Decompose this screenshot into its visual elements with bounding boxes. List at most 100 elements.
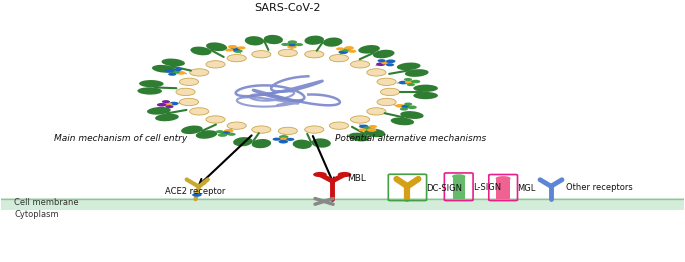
Circle shape bbox=[224, 129, 234, 133]
Text: Potential alternative mechanisms: Potential alternative mechanisms bbox=[335, 134, 486, 143]
Circle shape bbox=[288, 43, 297, 46]
Ellipse shape bbox=[364, 128, 385, 137]
Circle shape bbox=[179, 78, 199, 85]
Circle shape bbox=[313, 172, 327, 177]
Circle shape bbox=[404, 102, 412, 106]
Circle shape bbox=[230, 47, 240, 51]
Circle shape bbox=[176, 71, 186, 75]
Text: DC-SIGN: DC-SIGN bbox=[427, 184, 462, 193]
Circle shape bbox=[206, 61, 225, 68]
Ellipse shape bbox=[147, 107, 171, 115]
Circle shape bbox=[169, 102, 179, 105]
Circle shape bbox=[369, 125, 377, 128]
Circle shape bbox=[399, 81, 408, 84]
Circle shape bbox=[176, 88, 195, 96]
Ellipse shape bbox=[304, 36, 324, 45]
Circle shape bbox=[278, 127, 297, 135]
Circle shape bbox=[179, 98, 199, 106]
Circle shape bbox=[174, 68, 182, 71]
Circle shape bbox=[197, 57, 378, 127]
Circle shape bbox=[329, 122, 349, 129]
Ellipse shape bbox=[138, 87, 162, 95]
Circle shape bbox=[377, 59, 386, 62]
Ellipse shape bbox=[413, 85, 438, 92]
Circle shape bbox=[165, 105, 173, 108]
Circle shape bbox=[386, 59, 395, 63]
Circle shape bbox=[227, 133, 236, 136]
Circle shape bbox=[345, 46, 354, 50]
Ellipse shape bbox=[405, 69, 429, 77]
Circle shape bbox=[377, 78, 396, 85]
Circle shape bbox=[411, 80, 421, 83]
Circle shape bbox=[395, 104, 405, 108]
Bar bbox=[497, 178, 510, 199]
Circle shape bbox=[190, 108, 209, 115]
Bar bbox=[453, 176, 465, 199]
Circle shape bbox=[163, 102, 173, 106]
Ellipse shape bbox=[312, 138, 331, 148]
Ellipse shape bbox=[390, 117, 414, 125]
Ellipse shape bbox=[452, 174, 466, 178]
Circle shape bbox=[279, 140, 288, 144]
Ellipse shape bbox=[251, 139, 271, 148]
Circle shape bbox=[407, 83, 415, 86]
Circle shape bbox=[227, 54, 246, 62]
Circle shape bbox=[252, 126, 271, 133]
Circle shape bbox=[273, 138, 281, 141]
Text: ACE2 receptor: ACE2 receptor bbox=[165, 187, 225, 196]
Circle shape bbox=[216, 130, 224, 133]
Text: MGL: MGL bbox=[516, 184, 535, 193]
Circle shape bbox=[218, 133, 227, 137]
Ellipse shape bbox=[349, 133, 370, 141]
Circle shape bbox=[305, 51, 324, 58]
Circle shape bbox=[377, 98, 396, 106]
Ellipse shape bbox=[413, 92, 438, 99]
Circle shape bbox=[192, 193, 201, 197]
Circle shape bbox=[238, 46, 245, 50]
Circle shape bbox=[227, 122, 246, 129]
Circle shape bbox=[329, 54, 349, 62]
Ellipse shape bbox=[323, 37, 342, 47]
Circle shape bbox=[341, 48, 351, 52]
Circle shape bbox=[338, 50, 348, 54]
Ellipse shape bbox=[152, 65, 175, 73]
Ellipse shape bbox=[292, 140, 312, 149]
Text: Other receptors: Other receptors bbox=[566, 183, 633, 192]
Ellipse shape bbox=[358, 45, 380, 54]
Ellipse shape bbox=[400, 111, 423, 119]
Circle shape bbox=[279, 138, 288, 141]
Circle shape bbox=[367, 128, 377, 132]
Text: Cytoplasm: Cytoplasm bbox=[14, 210, 59, 219]
Circle shape bbox=[338, 172, 351, 177]
Circle shape bbox=[404, 78, 412, 81]
Ellipse shape bbox=[181, 125, 203, 134]
Circle shape bbox=[162, 100, 170, 103]
Circle shape bbox=[401, 105, 411, 108]
Circle shape bbox=[157, 103, 166, 107]
Ellipse shape bbox=[139, 80, 164, 87]
Circle shape bbox=[407, 106, 416, 109]
Bar bbox=[1, 198, 684, 210]
Circle shape bbox=[359, 124, 369, 128]
Circle shape bbox=[288, 40, 297, 44]
Circle shape bbox=[206, 116, 225, 123]
Text: SARS-CoV-2: SARS-CoV-2 bbox=[255, 3, 321, 13]
Ellipse shape bbox=[245, 36, 264, 46]
Ellipse shape bbox=[264, 35, 283, 44]
Circle shape bbox=[168, 73, 176, 76]
Ellipse shape bbox=[397, 63, 421, 70]
Ellipse shape bbox=[496, 176, 511, 181]
Circle shape bbox=[252, 51, 271, 58]
Ellipse shape bbox=[196, 130, 217, 139]
Circle shape bbox=[286, 138, 295, 141]
Circle shape bbox=[278, 49, 297, 57]
Circle shape bbox=[221, 131, 230, 135]
Circle shape bbox=[190, 69, 209, 76]
Ellipse shape bbox=[373, 50, 395, 58]
Circle shape bbox=[358, 128, 366, 132]
Circle shape bbox=[279, 135, 288, 139]
Ellipse shape bbox=[162, 58, 185, 66]
Circle shape bbox=[376, 62, 386, 66]
Circle shape bbox=[295, 43, 303, 46]
Text: L-SIGN: L-SIGN bbox=[473, 183, 501, 192]
